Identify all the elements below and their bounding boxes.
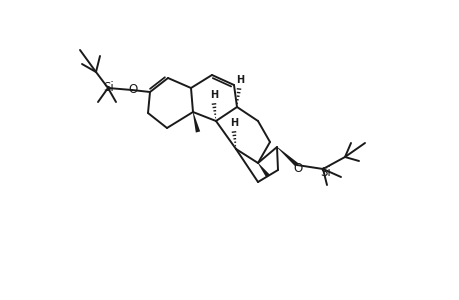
Polygon shape xyxy=(257,163,269,177)
Text: H: H xyxy=(235,75,244,85)
Polygon shape xyxy=(276,147,298,167)
Text: O: O xyxy=(128,82,137,95)
Text: H: H xyxy=(230,118,238,128)
Text: Si: Si xyxy=(103,80,114,94)
Text: H: H xyxy=(209,90,218,100)
Text: O: O xyxy=(293,161,302,175)
Polygon shape xyxy=(192,112,200,133)
Text: Si: Si xyxy=(320,166,330,178)
